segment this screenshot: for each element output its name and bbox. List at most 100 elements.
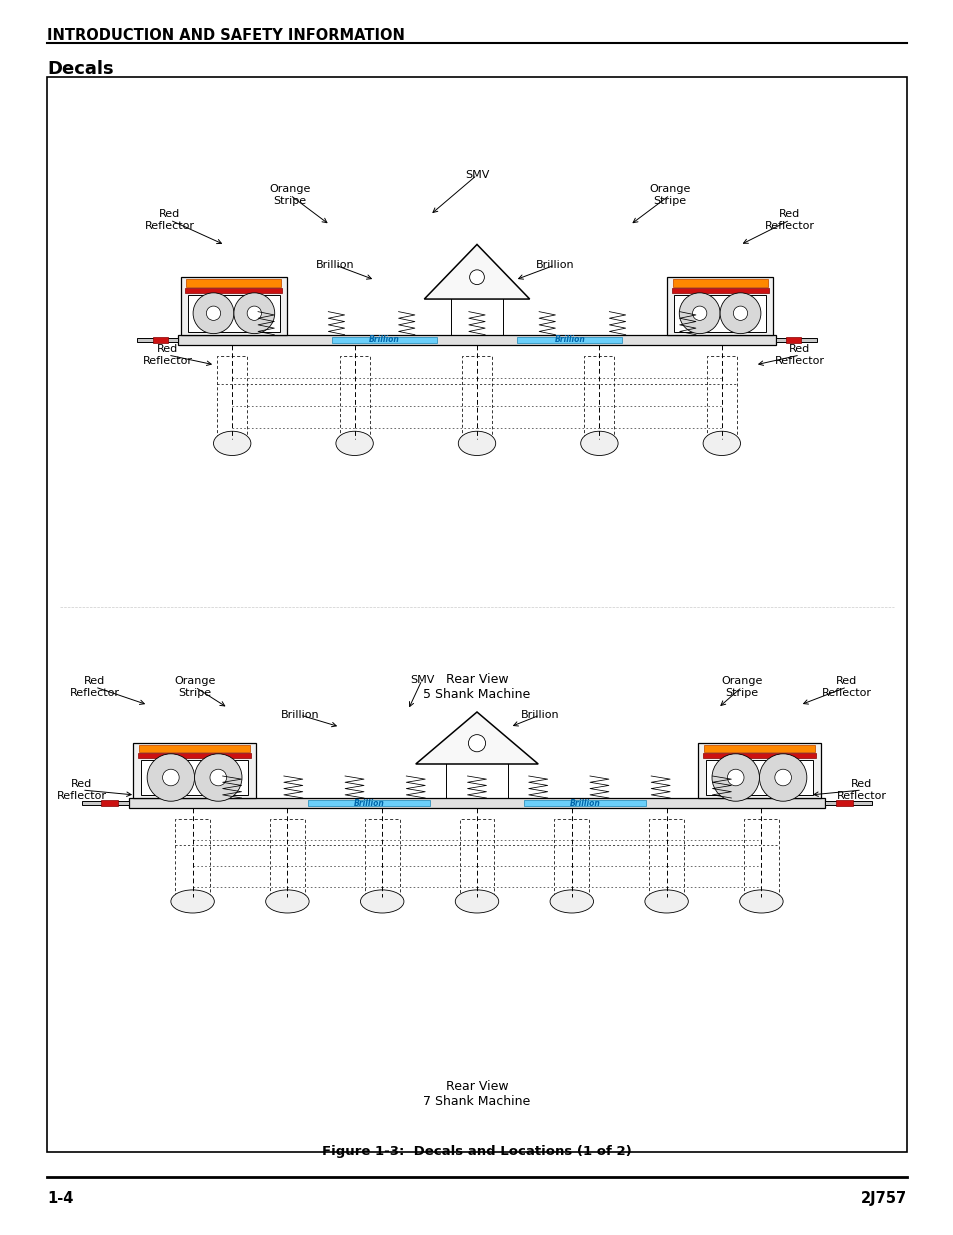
Bar xyxy=(671,288,768,293)
Text: Orange
Stripe: Orange Stripe xyxy=(720,677,761,698)
Bar xyxy=(364,819,399,904)
Text: Red
Reflector: Red Reflector xyxy=(57,779,107,800)
Bar xyxy=(101,800,118,806)
Bar xyxy=(186,279,281,287)
Text: Brillion: Brillion xyxy=(536,261,574,270)
Circle shape xyxy=(206,306,220,320)
Text: Red
Reflector: Red Reflector xyxy=(143,345,193,366)
Bar xyxy=(140,760,248,795)
Bar xyxy=(523,800,645,805)
Text: Orange
Stripe: Orange Stripe xyxy=(174,677,215,698)
Bar xyxy=(673,295,765,332)
Ellipse shape xyxy=(739,890,782,913)
Text: Rear View
7 Shank Machine: Rear View 7 Shank Machine xyxy=(423,1079,530,1108)
Bar xyxy=(177,335,776,346)
Text: Brillion: Brillion xyxy=(280,710,319,720)
Bar xyxy=(130,798,823,808)
Bar xyxy=(339,356,369,447)
Text: Brillion: Brillion xyxy=(369,336,399,345)
Circle shape xyxy=(711,753,759,802)
Bar xyxy=(703,745,814,752)
Text: Red
Reflector: Red Reflector xyxy=(774,345,824,366)
Text: SMV: SMV xyxy=(464,170,489,180)
Ellipse shape xyxy=(171,890,214,913)
Bar xyxy=(698,743,820,798)
Bar xyxy=(175,819,210,904)
Circle shape xyxy=(162,769,179,785)
Text: Orange
Stripe: Orange Stripe xyxy=(269,184,311,206)
Circle shape xyxy=(759,753,806,802)
Bar xyxy=(138,753,251,758)
Bar xyxy=(785,337,800,343)
Bar xyxy=(835,800,852,806)
Circle shape xyxy=(147,753,194,802)
Bar xyxy=(823,802,871,805)
Ellipse shape xyxy=(455,890,498,913)
Bar xyxy=(743,819,778,904)
Circle shape xyxy=(210,769,227,785)
Ellipse shape xyxy=(360,890,403,913)
Circle shape xyxy=(679,293,720,333)
Ellipse shape xyxy=(550,890,593,913)
Text: Brillion: Brillion xyxy=(554,336,584,345)
Text: Orange
Stripe: Orange Stripe xyxy=(649,184,690,206)
Text: Figure 1-3:  Decals and Locations (1 of 2): Figure 1-3: Decals and Locations (1 of 2… xyxy=(322,1145,631,1158)
Circle shape xyxy=(468,735,485,752)
Text: Decals: Decals xyxy=(47,61,113,78)
Circle shape xyxy=(726,769,743,785)
Text: 1-4: 1-4 xyxy=(47,1191,73,1207)
Text: INTRODUCTION AND SAFETY INFORMATION: INTRODUCTION AND SAFETY INFORMATION xyxy=(47,28,404,43)
Text: Red
Reflector: Red Reflector xyxy=(836,779,886,800)
Ellipse shape xyxy=(580,431,618,456)
Bar xyxy=(82,802,130,805)
Bar xyxy=(554,819,589,904)
Bar xyxy=(133,743,255,798)
Bar xyxy=(459,819,494,904)
Bar xyxy=(139,745,250,752)
Circle shape xyxy=(720,293,760,333)
Circle shape xyxy=(469,269,484,284)
Bar xyxy=(706,356,736,447)
Bar xyxy=(217,356,247,447)
Ellipse shape xyxy=(457,431,496,456)
Ellipse shape xyxy=(702,431,740,456)
Polygon shape xyxy=(424,245,529,299)
Bar xyxy=(308,800,430,805)
Text: Rear View
5 Shank Machine: Rear View 5 Shank Machine xyxy=(423,673,530,701)
Bar xyxy=(137,338,177,342)
Polygon shape xyxy=(416,713,537,764)
Bar xyxy=(181,277,286,335)
Text: Brillion: Brillion xyxy=(520,710,558,720)
Bar xyxy=(270,819,304,904)
Circle shape xyxy=(193,293,233,333)
Circle shape xyxy=(692,306,706,320)
Bar xyxy=(672,279,767,287)
Bar xyxy=(185,288,282,293)
Bar xyxy=(667,277,772,335)
Ellipse shape xyxy=(265,890,309,913)
Text: 2J757: 2J757 xyxy=(860,1191,906,1207)
Circle shape xyxy=(233,293,274,333)
Ellipse shape xyxy=(644,890,688,913)
Text: Brillion: Brillion xyxy=(315,261,354,270)
Ellipse shape xyxy=(213,431,251,456)
Bar xyxy=(702,753,815,758)
Text: Red
Reflector: Red Reflector xyxy=(764,209,814,231)
Text: SMV: SMV xyxy=(410,676,434,685)
Bar xyxy=(153,337,168,343)
Text: Brillion: Brillion xyxy=(569,799,599,808)
Circle shape xyxy=(774,769,791,785)
Bar xyxy=(461,356,492,447)
Bar xyxy=(47,77,906,1152)
Bar xyxy=(332,337,436,343)
Bar xyxy=(517,337,621,343)
Text: Brillion: Brillion xyxy=(354,799,384,808)
Bar xyxy=(188,295,280,332)
Ellipse shape xyxy=(335,431,373,456)
Circle shape xyxy=(247,306,261,320)
Bar xyxy=(649,819,683,904)
Bar xyxy=(584,356,614,447)
Circle shape xyxy=(733,306,747,320)
Text: Red
Reflector: Red Reflector xyxy=(821,677,871,698)
Bar xyxy=(776,338,816,342)
